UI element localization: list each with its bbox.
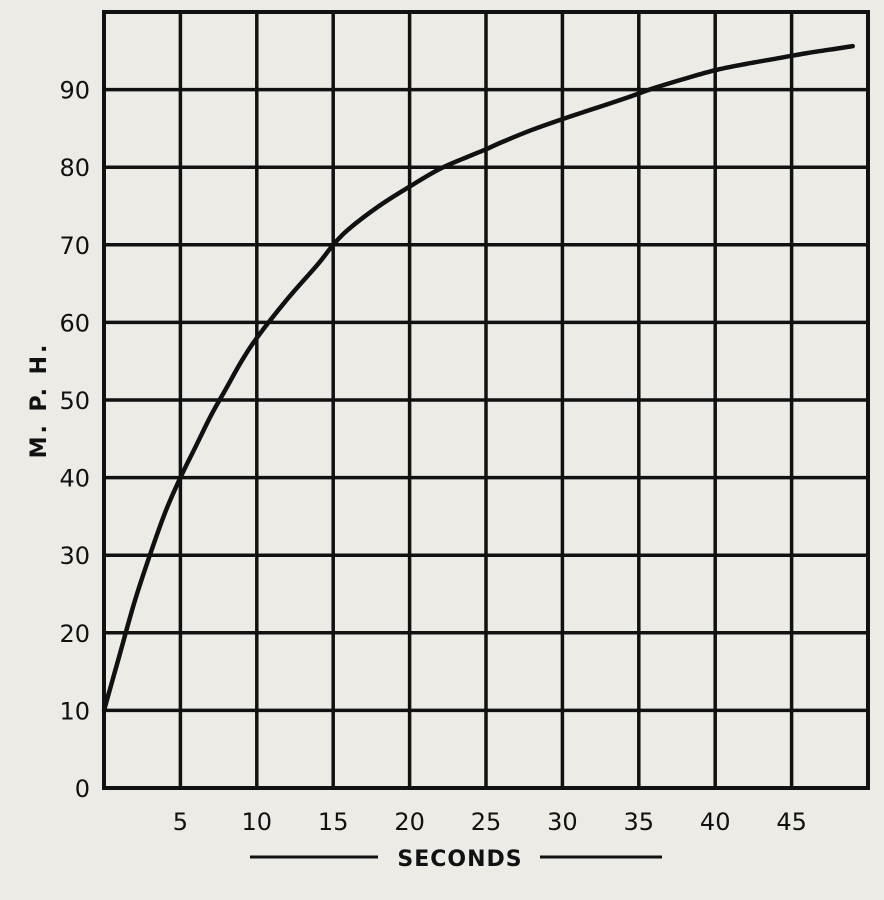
x-tick-label: 40	[700, 808, 731, 836]
y-tick-label: 40	[59, 465, 90, 493]
plot-frame	[102, 10, 870, 790]
y-tick-label: 70	[59, 232, 90, 260]
y-tick-label: 60	[59, 309, 90, 337]
x-tick-label: 15	[318, 808, 349, 836]
x-tick-label: 25	[471, 808, 502, 836]
y-tick-label: 30	[59, 542, 90, 570]
horizontal-gridlines	[104, 87, 868, 713]
y-tick-label: 0	[75, 775, 90, 803]
series-line	[101, 43, 855, 713]
y-tick-label: 50	[59, 387, 90, 415]
x-tick-label: 35	[624, 808, 655, 836]
x-tick-label: 45	[776, 808, 807, 836]
y-tick-labels: 0 10 20 30 40 50 60 70 80 90	[59, 77, 90, 803]
y-tick-label: 80	[59, 154, 90, 182]
x-tick-label: 30	[547, 808, 578, 836]
y-axis-label: M. P. H.	[27, 342, 52, 459]
x-tick-label: 10	[242, 808, 273, 836]
y-tick-label: 90	[59, 77, 90, 105]
x-tick-label: 20	[394, 808, 425, 836]
x-axis-label: SECONDS	[397, 847, 522, 872]
y-tick-label: 20	[59, 620, 90, 648]
x-tick-labels: 5 10 15 20 25 30 35 40 45	[173, 808, 807, 836]
x-tick-label: 5	[173, 808, 188, 836]
y-tick-label: 10	[59, 697, 90, 725]
